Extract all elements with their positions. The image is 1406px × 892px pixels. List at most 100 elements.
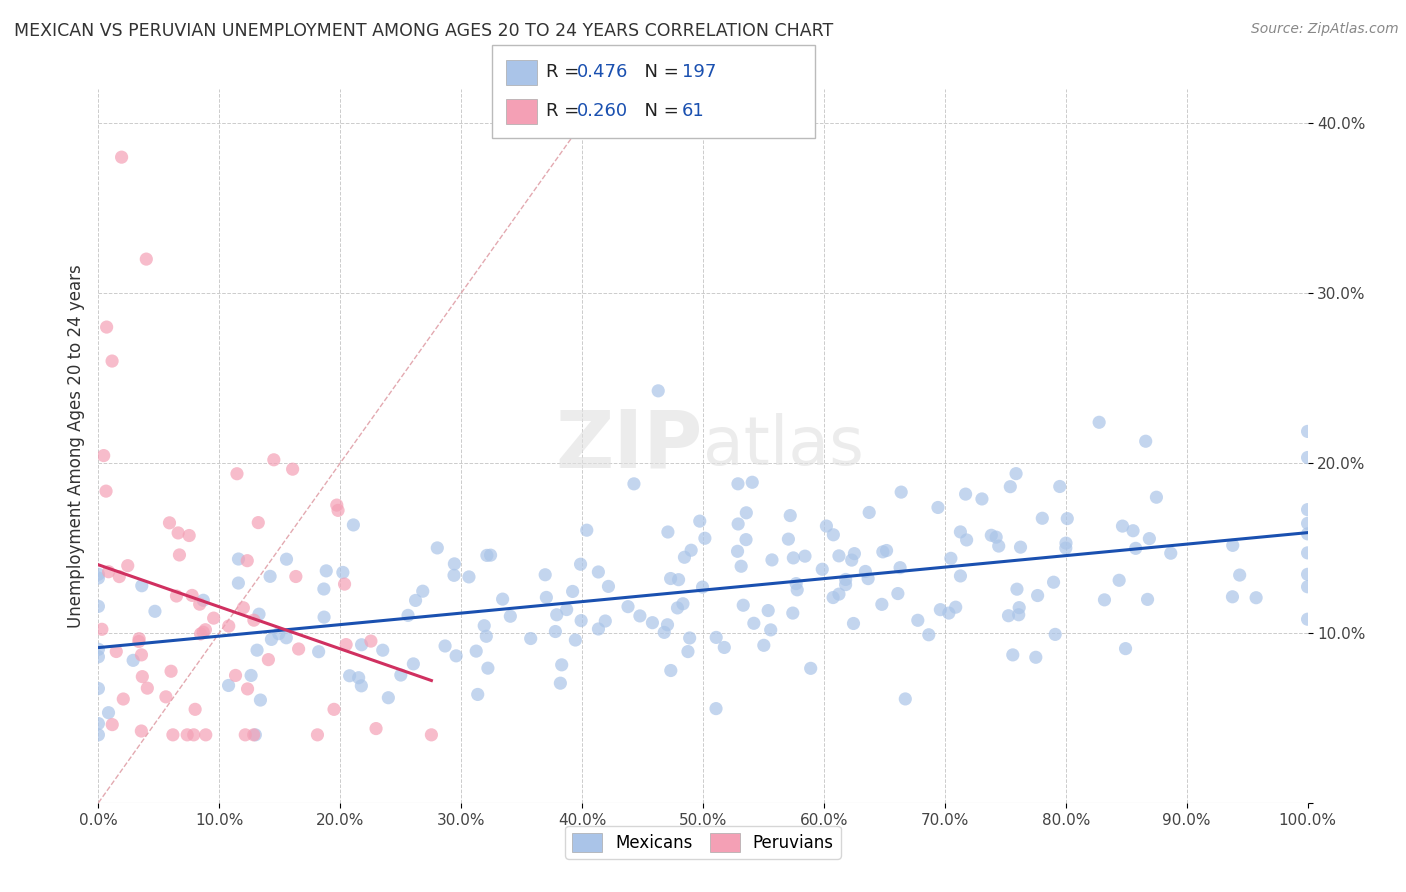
Point (1001, 648, 1024, 662)
Point (823, 528, 845, 542)
Point (155, 690, 177, 704)
Point (550, 676, 572, 690)
Point (741, 475, 763, 490)
Point (1296, 546, 1319, 560)
Point (735, 533, 758, 547)
Point (1045, 627, 1067, 641)
Point (1094, 592, 1116, 607)
Point (1122, 524, 1144, 538)
Point (193, 625, 215, 640)
Text: 61: 61 (682, 103, 704, 120)
Point (444, 648, 467, 663)
Point (889, 560, 911, 574)
Point (242, 728, 264, 742)
Point (673, 550, 696, 565)
Point (128, 632, 150, 646)
Point (243, 613, 266, 627)
Point (333, 577, 356, 591)
Point (1111, 519, 1133, 533)
Point (1025, 650, 1047, 665)
Point (1005, 582, 1028, 597)
Point (467, 688, 489, 702)
Point (733, 599, 755, 613)
Point (1056, 511, 1078, 525)
Point (131, 648, 153, 662)
Point (87, 571, 110, 585)
Point (1010, 540, 1032, 554)
Point (929, 602, 952, 616)
Legend: Mexicans, Peruvians: Mexicans, Peruvians (565, 826, 841, 859)
Point (87, 649, 110, 664)
Point (564, 633, 586, 648)
Point (236, 554, 259, 568)
Point (131, 579, 153, 593)
Point (652, 625, 675, 640)
Point (405, 593, 427, 607)
Point (475, 629, 498, 643)
Point (828, 587, 851, 601)
Point (727, 516, 749, 531)
Point (240, 668, 263, 682)
Point (779, 508, 801, 523)
Point (87, 567, 110, 582)
Point (287, 642, 309, 657)
Point (260, 632, 283, 647)
Point (853, 565, 876, 579)
Point (225, 668, 247, 682)
Point (823, 591, 845, 605)
Point (970, 491, 993, 506)
Point (371, 643, 394, 657)
Point (1222, 538, 1244, 552)
Text: N =: N = (633, 103, 685, 120)
Point (641, 615, 664, 630)
Point (188, 597, 211, 611)
Y-axis label: Unemployment Among Ages 20 to 24 years: Unemployment Among Ages 20 to 24 years (66, 264, 84, 628)
Point (1296, 450, 1319, 465)
Point (704, 701, 727, 715)
Point (87, 728, 110, 742)
Point (332, 566, 354, 580)
Point (945, 600, 967, 615)
Point (315, 564, 337, 578)
Point (93, 449, 115, 463)
Point (226, 467, 249, 481)
Point (218, 678, 240, 692)
Point (955, 487, 977, 501)
Point (389, 668, 412, 682)
Point (143, 604, 166, 618)
Point (713, 640, 735, 655)
Point (1026, 589, 1049, 603)
Point (377, 690, 399, 705)
Point (1296, 516, 1319, 531)
Point (778, 532, 800, 546)
Point (918, 628, 941, 642)
Point (479, 548, 502, 562)
Point (927, 500, 949, 515)
Point (1125, 541, 1147, 556)
Point (159, 516, 181, 530)
Point (689, 514, 711, 528)
Point (335, 638, 357, 652)
Point (727, 476, 749, 491)
Text: 197: 197 (682, 63, 716, 81)
Point (167, 525, 190, 540)
Point (122, 653, 145, 667)
Point (907, 613, 929, 627)
Point (499, 609, 522, 624)
Point (308, 645, 330, 659)
Point (276, 552, 298, 566)
Point (844, 547, 866, 561)
Point (176, 728, 198, 742)
Text: R =: R = (546, 63, 585, 81)
Point (364, 722, 387, 736)
Point (939, 551, 962, 566)
Point (110, 150, 132, 164)
Point (347, 671, 370, 685)
Point (1005, 467, 1028, 481)
Point (350, 638, 373, 652)
Point (117, 558, 139, 573)
Point (160, 665, 183, 679)
Point (326, 498, 349, 512)
Text: 0.260: 0.260 (576, 103, 627, 120)
Point (785, 576, 807, 591)
